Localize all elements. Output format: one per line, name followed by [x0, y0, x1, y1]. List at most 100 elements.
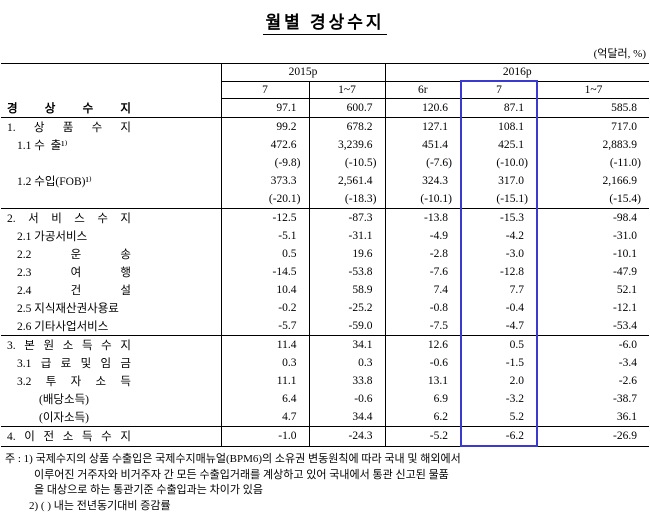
- cell: 373.3: [220, 172, 309, 190]
- page-title: 월별 경상수지: [263, 8, 387, 35]
- cell: 678.2: [308, 117, 385, 136]
- table-row: 4. 이 전 소 득 수 지 -1.0 -24.3 -5.2 -6.2 -26.9: [1, 426, 649, 447]
- year-group-2016: 2016p: [384, 63, 649, 82]
- table-row: 3.2 투 자 소 득 11.1 33.8 13.1 2.0 -2.6: [1, 372, 649, 390]
- cell: -0.2: [220, 299, 309, 317]
- cell: -47.9: [536, 263, 649, 281]
- cell: -0.4: [460, 299, 538, 317]
- footnote-line: 2) ( ) 내는 전년동기대비 증감률: [29, 499, 171, 512]
- cell: 6.4: [220, 390, 309, 408]
- cell: -4.2: [460, 227, 538, 245]
- cell: 2,166.9: [536, 172, 649, 190]
- row-label: (배당소득): [1, 390, 221, 408]
- table-row: 2.4 건 설 10.4 58.9 7.4 7.7 52.1: [1, 281, 649, 299]
- cell: -5.2: [384, 426, 461, 446]
- cell: 10.4: [220, 281, 309, 299]
- table-row: 1.2 수입(FOB)¹⁾ 373.3 2,561.4 324.3 317.0 2,166…: [1, 172, 649, 190]
- row-label: 1. 상 품 수 지: [1, 117, 221, 136]
- cell: -2.8: [384, 245, 461, 263]
- table-row: 1. 상 품 수 지 99.2 678.2 127.1 108.1 717.0: [1, 117, 649, 136]
- cell: 34.1: [308, 335, 385, 354]
- row-label-text: 3.1 급 료 및 임 금: [17, 358, 131, 370]
- cell: 3,239.6: [308, 136, 385, 154]
- row-label: 1.1 수 출¹⁾: [1, 136, 221, 154]
- row-label-text: (배당소득): [39, 394, 89, 406]
- table-row: 2.2 운 송 0.5 19.6 -2.8 -3.0 -10.1: [1, 245, 649, 263]
- cell: 0.3: [308, 354, 385, 372]
- table-row: (이자소득) 4.7 34.4 6.2 5.2 36.1: [1, 408, 649, 427]
- cell: 425.1: [460, 136, 538, 154]
- row-label-text: 1.2 수입(FOB)¹⁾: [17, 176, 92, 188]
- footnotes: 주 : 1) 국제수지의 상품 수출입은 국제수지매뉴얼(BPM6)의 소유권 …: [0, 452, 650, 514]
- cell: -7.5: [384, 317, 461, 336]
- cell: (-11.0): [536, 154, 649, 172]
- cell: -3.0: [460, 245, 538, 263]
- table-row: 2. 서 비 스 수 지 -12.5 -87.3 -13.8 -15.3 -98.4: [1, 208, 649, 227]
- cell: 52.1: [536, 281, 649, 299]
- cell: 6.2: [384, 408, 461, 427]
- cell: -12.5: [220, 208, 309, 227]
- cell: 317.0: [460, 172, 538, 190]
- cell: -31.1: [308, 227, 385, 245]
- row-label: 3.2 투 자 소 득: [1, 372, 221, 390]
- cell: 12.6: [384, 335, 461, 354]
- cell: -2.6: [536, 372, 649, 390]
- cell: 7.7: [460, 281, 538, 299]
- table-row: 2.6 기타사업서비스 -5.7 -59.0 -7.5 -4.7 -53.4: [1, 317, 649, 336]
- cell: (-15.1): [460, 190, 538, 209]
- table-row: 2.3 여 행 -14.5 -53.8 -7.6 -12.8 -47.9: [1, 263, 649, 281]
- cell: 0.3: [220, 354, 309, 372]
- unit-label: (억달러, %): [593, 48, 646, 60]
- cell: 108.1: [460, 117, 538, 136]
- cell: (-9.8): [220, 154, 309, 172]
- cell: -5.1: [220, 227, 309, 245]
- cell: 5.2: [460, 408, 538, 427]
- cell: 11.4: [220, 335, 309, 354]
- table-row: 경 상 수 지 97.1 600.7 120.6 87.1 585.8: [1, 98, 649, 118]
- table-row: (-9.8) (-10.5) (-7.6) (-10.0) (-11.0): [1, 154, 649, 172]
- cell: (-7.6): [384, 154, 461, 172]
- cell: 13.1: [384, 372, 461, 390]
- row-label: 4. 이 전 소 득 수 지: [1, 426, 221, 446]
- footnote-line: 주 : 1) 국제수지의 상품 수출입은 국제수지매뉴얼(BPM6)의 소유권 …: [5, 453, 461, 465]
- cell: 19.6: [308, 245, 385, 263]
- cell: 717.0: [536, 117, 649, 136]
- table-body: 경 상 수 지 97.1 600.7 120.6 87.1 585.8 1. 상 품 수 지…: [1, 98, 649, 447]
- row-label: (이자소득): [1, 408, 221, 427]
- cell: 585.8: [536, 98, 649, 118]
- footnote-line: 을 대상으로 하는 통관기준 수출입과는 차이가 있음: [34, 484, 264, 497]
- cell: 324.3: [384, 172, 461, 190]
- cell: 2.0: [460, 372, 538, 390]
- cell: 97.1: [220, 98, 309, 118]
- cell: -10.1: [536, 245, 649, 263]
- cell: 2,883.9: [536, 136, 649, 154]
- row-label: 2. 서 비 스 수 지: [1, 208, 221, 227]
- col-header-2015-7: 7: [220, 81, 309, 99]
- cell: 120.6: [384, 98, 461, 118]
- page-title-wrap: 월별 경상수지: [0, 8, 650, 35]
- cell: -3.2: [460, 390, 538, 408]
- row-label: 3. 본 원 소 득 수 지: [1, 335, 221, 354]
- cell: -13.8: [384, 208, 461, 227]
- row-label-text: 1.1 수 출¹⁾: [17, 140, 68, 152]
- col-header-2016-6r: 6r: [384, 81, 461, 99]
- cell: 2,561.4: [308, 172, 385, 190]
- cell: -1.5: [460, 354, 538, 372]
- cell: -38.7: [536, 390, 649, 408]
- cell: -1.0: [220, 426, 309, 446]
- corner-cell: [1, 64, 221, 99]
- cell: 99.2: [220, 117, 309, 136]
- row-label-text: 3.2 투 자 소 득: [17, 376, 131, 388]
- row-label-text: 경 상 수 지: [7, 102, 131, 115]
- cell: -24.3: [308, 426, 385, 446]
- cell: -0.6: [308, 390, 385, 408]
- cell: 58.9: [308, 281, 385, 299]
- row-label: [1, 190, 221, 209]
- cell: 451.4: [384, 136, 461, 154]
- row-label-text: 3. 본 원 소 득 수 지: [7, 340, 131, 352]
- cell: 4.7: [220, 408, 309, 427]
- row-label-text: 2.1 가공서비스: [17, 231, 88, 243]
- cell: 11.1: [220, 372, 309, 390]
- cell: -31.0: [536, 227, 649, 245]
